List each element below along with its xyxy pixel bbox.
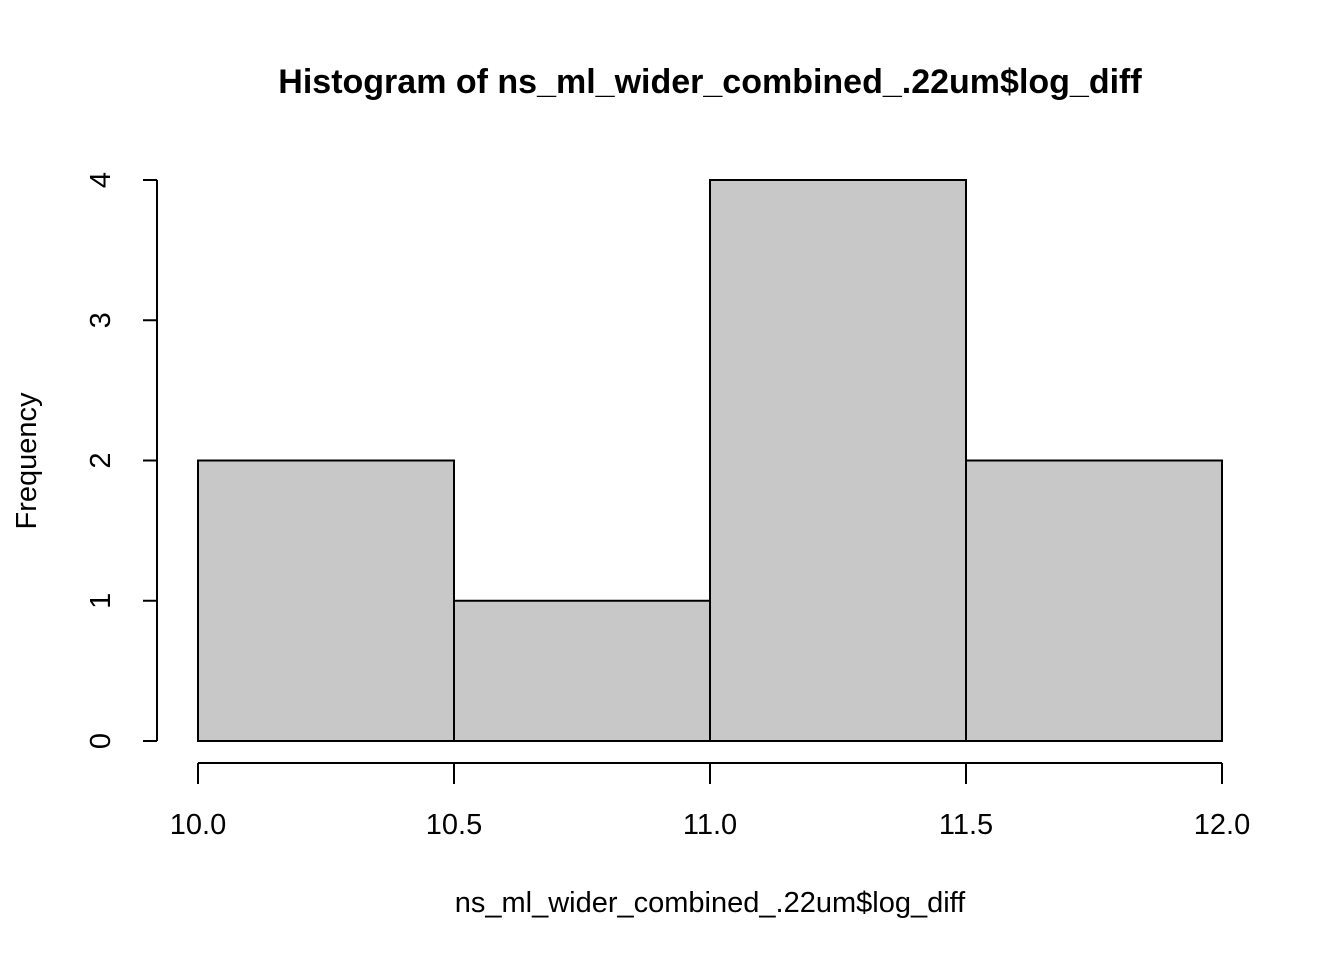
x-tick-label: 10.5 [426,809,482,841]
y-tick-label: 4 [85,172,117,188]
y-tick-label: 3 [85,312,117,328]
histogram-bar-2 [709,179,967,742]
chart-title: Histogram of ns_ml_wider_combined_.22um$… [278,63,1142,101]
y-tick-label: 1 [85,593,117,609]
histogram-bar-1 [453,599,711,742]
x-axis-label: ns_ml_wider_combined_.22um$log_diff [455,887,966,919]
bars-group [197,179,1223,742]
y-axis: 0 1 2 3 4 [85,172,158,749]
x-axis: 10.0 10.5 11.0 11.5 12.0 [170,762,1250,841]
y-axis-label: Frequency [11,392,43,530]
y-tick-label: 0 [85,733,117,749]
histogram-bar-3 [965,459,1223,742]
x-tick-label: 10.0 [170,809,226,841]
y-tick-label: 2 [85,452,117,468]
x-tick-label: 12.0 [1194,809,1250,841]
x-tick-label: 11.5 [939,809,993,841]
histogram-bar-0 [197,459,455,742]
x-tick-label: 11.0 [683,809,737,841]
